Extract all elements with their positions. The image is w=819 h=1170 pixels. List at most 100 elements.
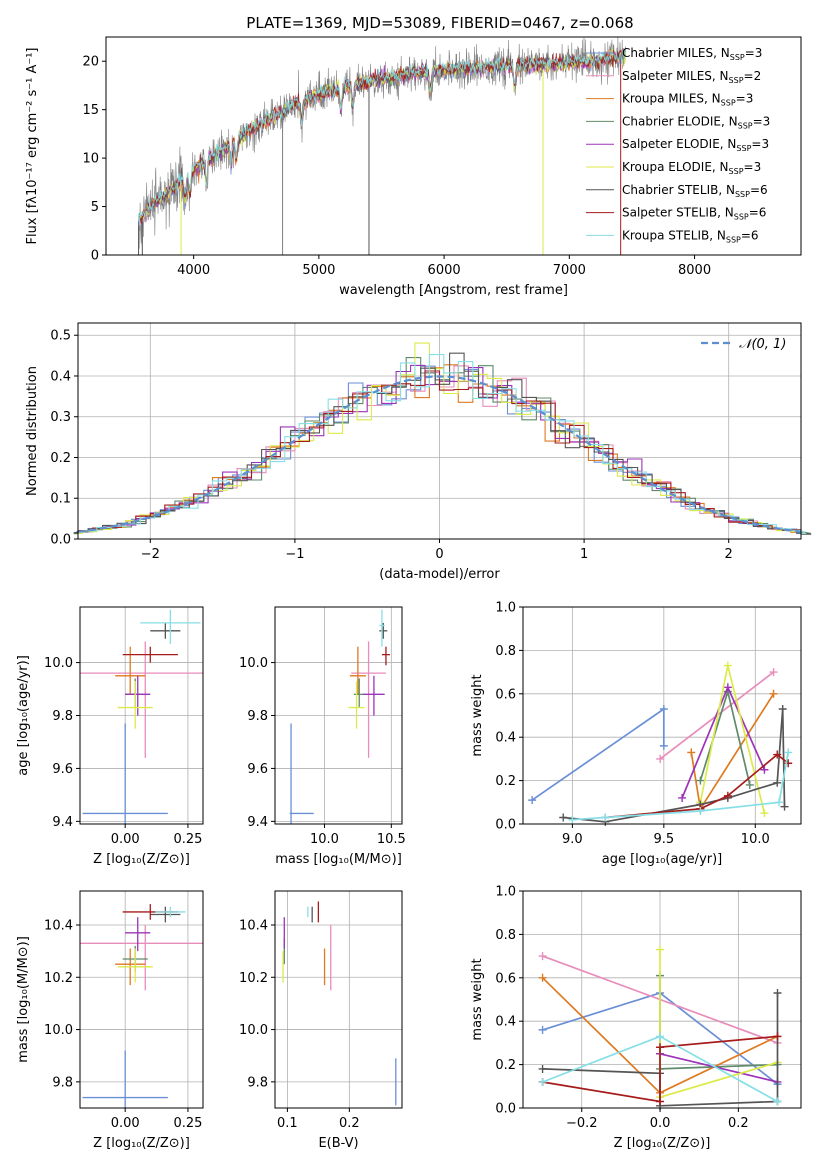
weight-marker-kroupa-stelib bbox=[784, 748, 793, 757]
panel-mass-vs-Z: 0.00 0.25 9.8 10.0 10.2 10.4 Z [log₁₀(Z/Z⊙)] ma… bbox=[16, 890, 204, 1151]
x-tick-label: 0.2 bbox=[728, 1116, 749, 1131]
x-tick-label: 1 bbox=[580, 547, 588, 562]
weight-marker-kroupa-stelib bbox=[773, 1097, 782, 1106]
y-tick-label: 0.6 bbox=[495, 971, 516, 986]
y-tick-label: 10.4 bbox=[239, 918, 268, 933]
panel-weight-vs-age: 9.0 9.5 10.0 0.0 0.2 0.4 0.6 0.8 1.0 age [log₁₀(a… bbox=[470, 601, 802, 867]
x-tick-label: 8000 bbox=[678, 263, 711, 278]
legend-label-salpeter-stelib: Salpeter STELIB, NSSP=6 bbox=[622, 206, 766, 222]
weight-line-chabrier-miles bbox=[531, 707, 665, 801]
weight-marker-chabrier-stelib bbox=[773, 778, 782, 787]
y-tick-label: 9.8 bbox=[247, 1075, 268, 1090]
weight-line-salpeter-elodie bbox=[659, 1052, 778, 1083]
panel-age-vs-mass: 10.0 10.5 9.4 9.6 9.8 10.0 mass [log₁₀(M/M⊙)] bbox=[239, 606, 406, 867]
y-tick-label: 9.8 bbox=[52, 709, 73, 724]
weight-marker-kroupa-elodie bbox=[760, 809, 769, 818]
x-tick-label: 0.00 bbox=[111, 832, 140, 847]
figure-title: PLATE=1369, MJD=53089, FIBERID=0467, z=0… bbox=[246, 14, 633, 32]
x-tick-label: −0.2 bbox=[566, 1116, 598, 1131]
y-tick-label: 0.4 bbox=[495, 1015, 516, 1030]
weight-marker-salpeter-miles bbox=[656, 754, 665, 763]
weight-marker-salpeter-stelib bbox=[656, 1097, 665, 1106]
x-tick-label: 4000 bbox=[177, 263, 210, 278]
y-axis-label: Flux [fλ10⁻¹⁷ erg cm⁻² s⁻¹ A⁻¹] bbox=[25, 48, 40, 245]
x-tick-label: −2 bbox=[141, 547, 160, 562]
weight-marker-chabrier-elodie bbox=[745, 780, 754, 789]
y-tick-label: 0.2 bbox=[495, 1058, 516, 1073]
x-tick-label: 6000 bbox=[428, 263, 461, 278]
x-tick-label: 2 bbox=[725, 547, 733, 562]
x-tick-label: 0.2 bbox=[339, 1116, 360, 1131]
x-axis-label: age [log₁₀(age/yr)] bbox=[602, 852, 723, 867]
y-tick-label: 0.2 bbox=[495, 774, 516, 789]
x-tick-label: 0.0 bbox=[650, 1116, 671, 1131]
weight-marker-chabrier-stelib bbox=[538, 1064, 547, 1073]
weight-marker-kroupa-miles bbox=[538, 973, 547, 982]
x-tick-label: 9.0 bbox=[562, 832, 583, 847]
y-tick-label: 0.1 bbox=[50, 492, 71, 507]
x-tick-label: 0.25 bbox=[173, 1116, 202, 1131]
x-tick-label: 0.00 bbox=[111, 1116, 140, 1131]
y-tick-label: 1.0 bbox=[495, 601, 516, 616]
y-axis-label: mass weight bbox=[470, 958, 485, 1040]
weight-marker-salpeter-stelib bbox=[723, 791, 732, 800]
y-tick-label: 9.8 bbox=[247, 709, 268, 724]
x-tick-label: 0.25 bbox=[173, 832, 202, 847]
weight-marker-salpeter-stelib bbox=[773, 750, 782, 759]
y-tick-label: 0.4 bbox=[50, 369, 71, 384]
y-tick-label: 9.4 bbox=[247, 815, 268, 830]
weight-marker-kroupa-stelib bbox=[656, 1032, 665, 1041]
y-axis-label: mass [log₁₀(M/M⊙)] bbox=[16, 936, 31, 1063]
y-tick-label: 0.2 bbox=[50, 451, 71, 466]
legend-label-chabrier-elodie: Chabrier ELODIE, NSSP=3 bbox=[622, 114, 770, 130]
y-tick-label: 9.6 bbox=[247, 762, 268, 777]
x-tick-label: 7000 bbox=[553, 263, 586, 278]
points-mass-vs-EBV bbox=[282, 901, 397, 1106]
legend-label-kroupa-miles: Kroupa MILES, NSSP=3 bbox=[622, 92, 753, 108]
spectrum-model-salpeter-stelib bbox=[138, 48, 626, 224]
weight-marker-salpeter-elodie bbox=[678, 793, 687, 802]
legend-label-salpeter-miles: Salpeter MILES, NSSP=2 bbox=[622, 69, 761, 85]
axes-frame bbox=[522, 890, 802, 1109]
weight-line-kroupa-stelib bbox=[572, 752, 790, 821]
y-tick-label: 10.2 bbox=[44, 971, 73, 986]
legend-label-salpeter-elodie: Salpeter ELODIE, NSSP=3 bbox=[622, 137, 769, 153]
spectrum-model-salpeter-miles bbox=[138, 52, 626, 228]
panel-mass-vs-EBV: 0.1 0.2 9.8 10.0 10.2 10.4 E(B-V) bbox=[239, 890, 403, 1151]
points-mass-vs-Z bbox=[80, 904, 203, 1108]
x-axis-label: wavelength [Angstrom, rest frame] bbox=[339, 283, 568, 298]
x-tick-label: 10.0 bbox=[310, 832, 339, 847]
panel-residuals: −2 −1 0 1 2 0.0 0.1 0.2 0.3 0.4 0.5 (data-model)/er… bbox=[25, 322, 812, 582]
weight-marker-kroupa-stelib bbox=[568, 815, 577, 824]
weight-marker-chabrier-stelib bbox=[773, 988, 782, 997]
axes-frame bbox=[274, 890, 403, 1109]
y-tick-label: 1.0 bbox=[495, 885, 516, 900]
panel-age-vs-Z: 0.00 0.25 9.4 9.6 9.8 10.0 Z [log₁₀(Z/Z⊙)] age … bbox=[16, 606, 204, 867]
weight-marker-kroupa-stelib bbox=[538, 1077, 547, 1086]
y-tick-label: 9.6 bbox=[52, 762, 73, 777]
y-tick-label: 10.0 bbox=[44, 656, 73, 671]
x-axis-label: mass [log₁₀(M/M⊙)] bbox=[275, 852, 402, 867]
points-age-vs-Z bbox=[80, 609, 203, 824]
y-tick-label: 0.4 bbox=[495, 731, 516, 746]
x-tick-label: 10.5 bbox=[377, 832, 406, 847]
spectrum-model-salpeter-elodie bbox=[138, 51, 626, 225]
spectrum-model-chabrier-elodie bbox=[138, 52, 626, 221]
axes-frame bbox=[105, 36, 802, 256]
y-axis-label: age [log₁₀(age/yr)] bbox=[16, 655, 31, 776]
weight-line-kroupa-elodie bbox=[659, 949, 778, 1099]
x-axis-label: Z [log₁₀(Z/Z⊙)] bbox=[93, 1136, 190, 1151]
y-tick-label: 10.0 bbox=[239, 656, 268, 671]
x-tick-label: 0 bbox=[435, 547, 443, 562]
weight-marker-kroupa-miles bbox=[769, 689, 778, 698]
weight-marker-chabrier-miles bbox=[659, 704, 668, 713]
x-axis-label: E(B-V) bbox=[318, 1136, 358, 1151]
y-tick-label: 9.8 bbox=[52, 1075, 73, 1090]
weight-marker-chabrier-elodie bbox=[696, 776, 705, 785]
weight-marker-salpeter-stelib bbox=[773, 1032, 782, 1041]
y-tick-label: 10.0 bbox=[239, 1023, 268, 1038]
weight-marker-salpeter-miles bbox=[769, 668, 778, 677]
y-tick-label: 0.0 bbox=[495, 818, 516, 833]
weight-marker-chabrier-miles bbox=[659, 741, 668, 750]
x-axis-label: (data-model)/error bbox=[379, 567, 500, 582]
